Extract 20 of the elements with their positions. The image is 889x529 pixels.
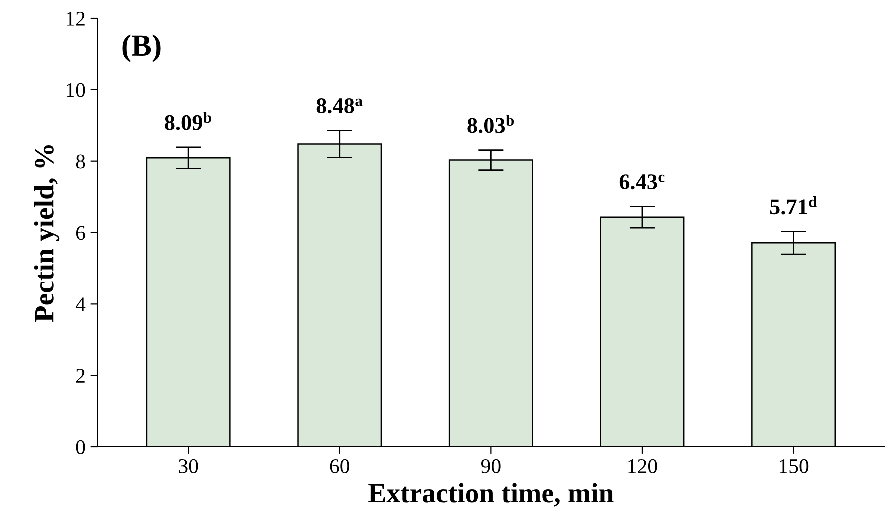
x-tick-label: 150: [780, 459, 809, 474]
x-tick-label: 30: [179, 459, 198, 474]
x-axis-title: Extraction time, min: [368, 483, 614, 507]
y-tick-label: 8: [76, 154, 86, 169]
x-tick-label: 120: [628, 459, 658, 474]
data-label: 5.71$^{d}$: [770, 196, 818, 215]
data-label: 8.48$^{a}$: [316, 98, 363, 114]
y-tick-label: 10: [66, 83, 86, 98]
y-tick-label: 12: [66, 12, 85, 26]
y-axis-title: Pectin yield, %: [34, 145, 60, 322]
y-tick-label: 2: [76, 369, 85, 383]
data-label: 8.09$^{b}$: [165, 112, 212, 130]
annotation: (B): [122, 34, 161, 62]
x-tick-label: 90: [481, 459, 501, 474]
data-label: 6.43$^{c}$: [620, 174, 665, 190]
x-tick-label: 60: [330, 459, 350, 474]
y-tick-label: 4: [76, 298, 86, 312]
data-label: 8.03$^{b}$: [468, 115, 514, 134]
y-tick-label: 6: [76, 226, 86, 240]
y-tick-label: 0: [76, 440, 86, 454]
